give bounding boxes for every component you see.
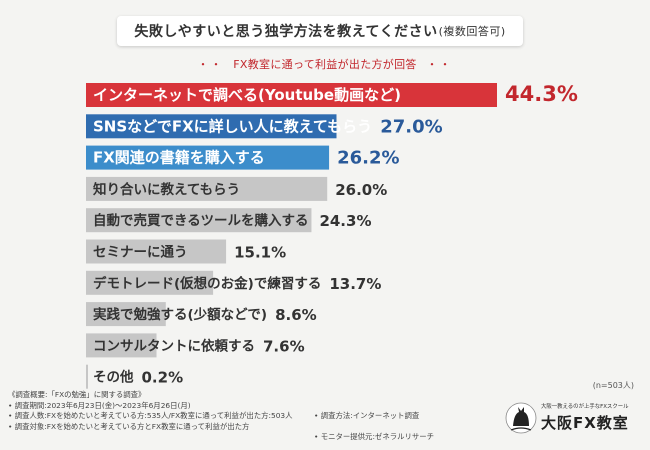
subtitle-row: ・・ FX教室に通って利益が出た方が回答 ・・ <box>0 56 650 72</box>
footer-line: • 調査期間:2023年6月23日(金)〜2023年6月26日(月) <box>8 400 191 410</box>
bar <box>86 364 88 389</box>
bar-value-label: 26.2% <box>337 148 399 169</box>
bar <box>86 270 214 295</box>
sample-size: (n=503人) <box>592 381 634 390</box>
chart-title: 失敗しやすいと思う独学方法を教えてください <box>134 24 438 40</box>
bar-value-label: 13.7% <box>329 275 381 293</box>
bar-category-label: デモトレード(仮想のお金)で練習する <box>93 275 321 292</box>
footer-line: • 調査人数:FXを始めたいと考えている方:535人/FX教室に通って利益が出た… <box>8 411 293 420</box>
bar <box>86 176 328 201</box>
chart-subtitle: FX教室に通って利益が出た方が回答 <box>233 58 417 71</box>
chart-title-note: (複数回答可) <box>438 25 506 38</box>
subtitle-dots-right: ・・ <box>426 58 453 71</box>
bar <box>86 83 497 107</box>
logo-brand: 大阪FX教室 <box>541 414 629 432</box>
bar-value-label: 15.1% <box>234 244 286 262</box>
bar-category-label: インターネットで調べる(Youtube動画など) <box>93 86 401 104</box>
school-logo: 大阪一教えるのが上手なFXスクール 大阪FX教室 <box>505 398 645 443</box>
bar-value-label: 7.6% <box>263 337 305 355</box>
bar-category-label: FX関連の書籍を購入する <box>93 149 265 167</box>
footer-line: • モニター提供元:ゼネラルリサーチ <box>314 432 435 441</box>
bar-category-label: SNSなどでFXに詳しい人に教えてもらう <box>93 117 372 135</box>
footer-line: • 調査方法:インターネット調査 <box>314 411 420 420</box>
cat-mascot-icon <box>505 402 537 434</box>
subtitle-dots-left: ・・ <box>197 58 224 71</box>
survey-footer: 《調査概要:「FXの勉強」に関する調査》 • 調査期間:2023年6月23日(金… <box>8 390 434 441</box>
bar-category-label: 自動で売買できるツールを購入する <box>93 212 308 229</box>
footer-heading: 《調査概要:「FXの勉強」に関する調査》 <box>8 390 146 399</box>
chart-title-box: 失敗しやすいと思う独学方法を教えてください (複数回答可) <box>117 16 523 46</box>
footer-line: • 調査対象:FXを始めたいと考えている方とFX教室に通って利益が出た方 <box>8 421 250 431</box>
bar-value-label: 0.2% <box>142 369 184 387</box>
bar-category-label: その他 <box>93 369 134 386</box>
bar-value-label: 27.0% <box>380 116 442 137</box>
bar-value-label: 24.3% <box>319 212 371 230</box>
bar <box>86 302 166 327</box>
bar-category-label: セミナーに通う <box>93 245 188 261</box>
bar-value-label: 44.3% <box>505 82 578 106</box>
bar-value-label: 8.6% <box>275 306 317 324</box>
bar <box>86 145 330 170</box>
logo-tagline: 大阪一教えるのが上手なFXスクール <box>541 404 629 410</box>
bar-category-label: 知り合いに教えてもらう <box>93 181 240 198</box>
bar <box>86 333 157 358</box>
bar <box>86 208 312 233</box>
bar <box>86 239 227 264</box>
bar-value-label: 26.0% <box>335 181 387 199</box>
bar <box>86 114 337 139</box>
bar-category-label: 実践で勉強する(少額などで) <box>93 306 267 323</box>
bar-category-label: コンサルタントに依頼する <box>93 337 255 354</box>
